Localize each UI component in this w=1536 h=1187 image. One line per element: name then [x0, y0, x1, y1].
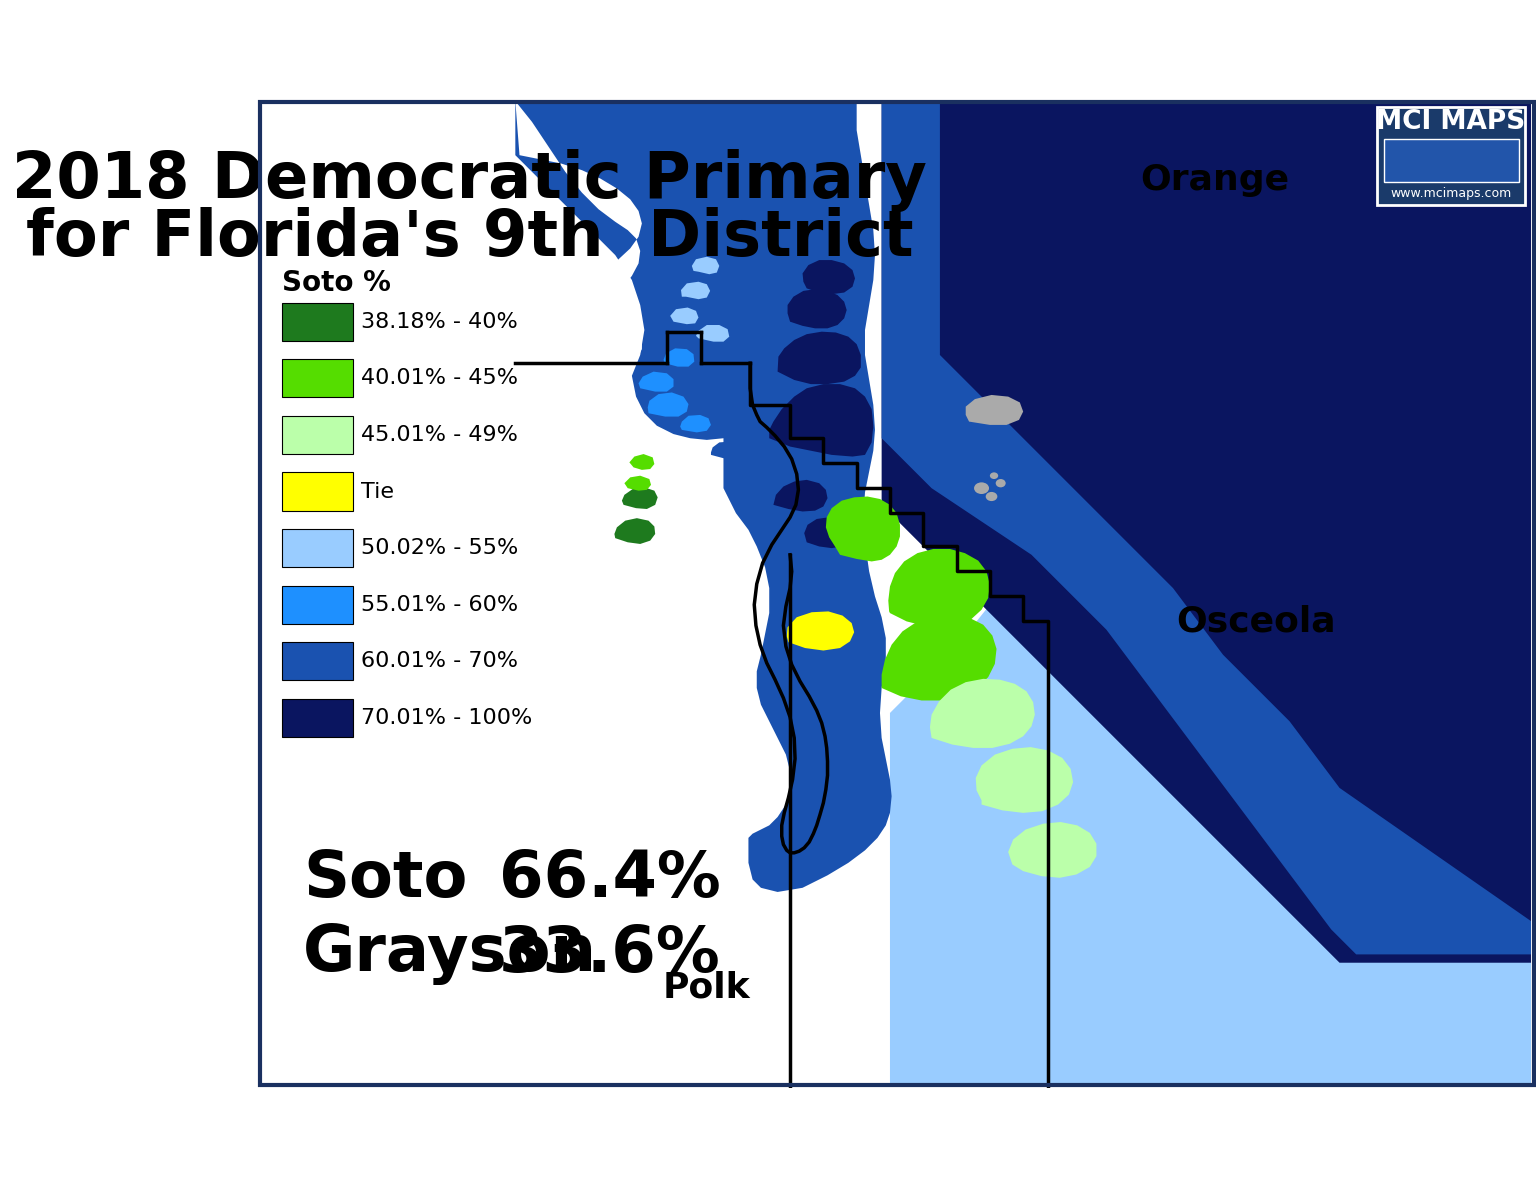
Polygon shape	[975, 747, 1074, 813]
Ellipse shape	[995, 480, 1006, 488]
Polygon shape	[622, 488, 657, 509]
Polygon shape	[691, 256, 719, 274]
Bar	[283, 642, 353, 680]
Text: 60.01% - 70%: 60.01% - 70%	[361, 652, 518, 672]
Bar	[283, 360, 353, 398]
Text: Soto %: Soto %	[283, 268, 392, 297]
Polygon shape	[834, 410, 874, 440]
Polygon shape	[680, 281, 710, 299]
Text: 50.02% - 55%: 50.02% - 55%	[361, 538, 519, 558]
Bar	[283, 585, 353, 624]
Polygon shape	[696, 325, 730, 342]
Ellipse shape	[989, 472, 998, 480]
Polygon shape	[680, 415, 711, 432]
Polygon shape	[940, 101, 1531, 921]
Text: Soto: Soto	[303, 849, 467, 910]
Bar	[283, 415, 353, 455]
Bar	[283, 303, 353, 341]
Polygon shape	[882, 615, 997, 700]
Polygon shape	[888, 548, 989, 627]
Bar	[1384, 139, 1519, 182]
Polygon shape	[889, 101, 1531, 1086]
Ellipse shape	[986, 491, 997, 501]
Text: 40.01% - 45%: 40.01% - 45%	[361, 368, 518, 388]
Polygon shape	[630, 455, 654, 470]
Text: 38.18% - 40%: 38.18% - 40%	[361, 312, 518, 331]
Polygon shape	[770, 385, 874, 457]
Polygon shape	[711, 442, 739, 458]
Polygon shape	[1008, 823, 1097, 878]
Polygon shape	[516, 101, 891, 891]
Text: Tie: Tie	[361, 482, 395, 502]
Polygon shape	[614, 519, 656, 544]
Text: 33.6%: 33.6%	[499, 923, 720, 985]
Polygon shape	[826, 496, 900, 561]
Ellipse shape	[974, 482, 989, 494]
Polygon shape	[731, 459, 779, 485]
Polygon shape	[625, 476, 651, 490]
Polygon shape	[786, 611, 854, 650]
Polygon shape	[516, 101, 645, 440]
Polygon shape	[805, 518, 851, 548]
Polygon shape	[929, 679, 1035, 748]
Polygon shape	[882, 101, 1531, 963]
Polygon shape	[774, 480, 828, 512]
Polygon shape	[882, 101, 1531, 954]
Text: Orange: Orange	[1140, 163, 1289, 197]
Polygon shape	[670, 307, 699, 324]
Text: 70.01% - 100%: 70.01% - 100%	[361, 707, 533, 728]
Polygon shape	[639, 372, 673, 392]
Bar	[283, 529, 353, 567]
Text: 45.01% - 49%: 45.01% - 49%	[361, 425, 518, 445]
Text: for Florida's 9th  District: for Florida's 9th District	[26, 208, 914, 269]
Text: 2018 Democratic Primary: 2018 Democratic Primary	[12, 148, 928, 211]
Polygon shape	[788, 290, 846, 329]
Polygon shape	[664, 348, 694, 367]
Text: Osceola: Osceola	[1177, 604, 1336, 639]
Polygon shape	[802, 260, 856, 294]
Bar	[283, 472, 353, 510]
Text: 55.01% - 60%: 55.01% - 60%	[361, 595, 519, 615]
FancyBboxPatch shape	[1376, 107, 1525, 205]
Text: www.mcimaps.com: www.mcimaps.com	[1390, 188, 1511, 199]
Polygon shape	[777, 331, 860, 385]
Polygon shape	[648, 393, 688, 417]
Text: Grayson: Grayson	[303, 923, 598, 985]
Bar	[283, 699, 353, 737]
Text: MCI MAPS: MCI MAPS	[1376, 109, 1525, 135]
Text: 66.4%: 66.4%	[499, 849, 720, 910]
Text: Polk: Polk	[664, 971, 751, 1004]
Polygon shape	[966, 395, 1023, 425]
